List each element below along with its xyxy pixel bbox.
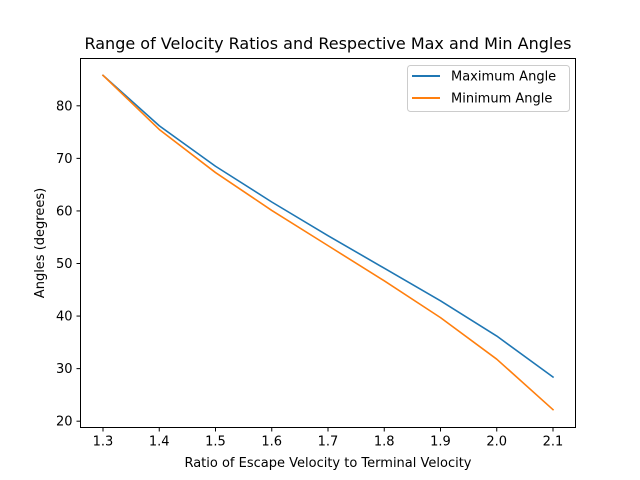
legend-label-maximum-angle: Maximum Angle xyxy=(451,70,556,85)
x-tick-label: 2.0 xyxy=(486,435,507,450)
series-layer xyxy=(101,74,555,411)
x-tick-label: 1.3 xyxy=(93,435,114,450)
x-tick-label: 1.4 xyxy=(149,435,170,450)
y-tick-label: 30 xyxy=(56,362,73,377)
x-tick-label: 1.6 xyxy=(261,435,282,450)
x-axis-label: Ratio of Escape Velocity to Terminal Vel… xyxy=(184,456,471,471)
y-tick-label: 20 xyxy=(56,415,73,430)
legend-label-minimum-angle: Minimum Angle xyxy=(451,92,552,107)
legend-box xyxy=(407,65,570,112)
chart-title: Range of Velocity Ratios and Respective … xyxy=(84,34,571,53)
y-tick-label: 40 xyxy=(56,310,73,325)
x-tick-label: 2.1 xyxy=(543,435,564,450)
x-axis-ticks: 1.3 1.4 1.5 1.6 1.7 1.8 1.9 2.0 2.1 xyxy=(93,427,564,450)
series-line-maximum-angle xyxy=(101,74,555,379)
y-tick-label: 70 xyxy=(56,152,73,167)
x-tick-label: 1.7 xyxy=(318,435,339,450)
x-tick-label: 1.8 xyxy=(374,435,395,450)
y-tick-label: 80 xyxy=(56,99,73,114)
series-line-minimum-angle xyxy=(101,74,555,411)
x-tick-label: 1.5 xyxy=(205,435,226,450)
y-axis-ticks: 20 30 40 50 60 70 80 xyxy=(56,99,81,430)
y-tick-label: 50 xyxy=(56,257,73,272)
y-axis-label: Angles (degrees) xyxy=(33,188,48,298)
legend: Maximum Angle Minimum Angle xyxy=(407,65,570,112)
y-tick-label: 60 xyxy=(56,204,73,219)
x-tick-label: 1.9 xyxy=(430,435,451,450)
